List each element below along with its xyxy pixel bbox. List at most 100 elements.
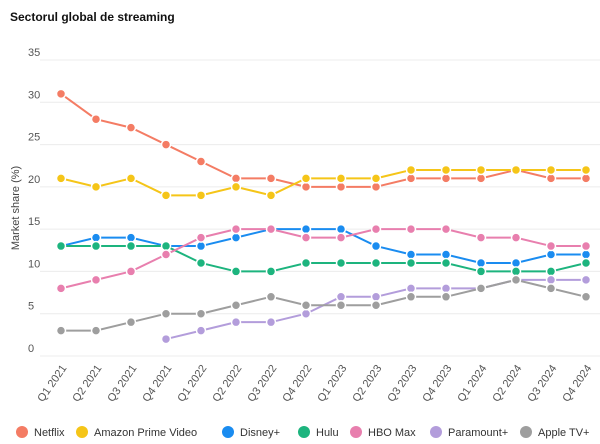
legend-label: HBO Max [368,427,416,439]
data-point [440,173,452,184]
data-point [265,173,277,184]
data-point [55,283,67,294]
data-point [195,232,207,243]
data-point [475,266,487,277]
legend-label: Paramount+ [448,427,508,439]
series-line [61,245,587,273]
data-point [55,325,67,336]
data-point [125,266,137,277]
series-apple-tv- [55,274,592,336]
data-point [440,223,452,235]
chart-title: Sectorul global de streaming [10,10,175,24]
legend-item: HBO Max [350,426,416,439]
legend-item: Netflix [16,426,65,439]
y-tick-label: 15 [28,216,40,228]
data-point [195,257,207,269]
series-line [60,168,586,197]
data-point [545,249,557,260]
data-point [440,283,452,294]
data-point [90,113,102,125]
data-point [90,240,102,252]
legend-label: Amazon Prime Video [94,427,197,439]
data-point [125,122,137,133]
legend-item: Amazon Prime Video [76,426,197,439]
data-point [55,173,67,184]
y-tick-label: 35 [28,47,40,59]
x-tick-label: Q1 2023 [315,363,349,404]
legend-item: Paramount+ [430,426,508,439]
legend-label: Netflix [34,427,65,439]
data-point [300,300,312,311]
data-point [125,232,137,243]
data-point [580,173,592,184]
y-tick-label: 25 [28,132,40,144]
x-tick-label: Q2 2022 [210,363,244,404]
data-point [475,164,487,176]
data-point [545,240,557,252]
data-point [475,232,487,243]
data-point [370,173,382,184]
data-point [230,223,242,235]
x-tick-label: Q1 2024 [455,363,489,404]
data-point [300,223,312,235]
y-axis-label: Market share (%) [10,166,22,250]
data-point [230,300,242,311]
data-point [510,266,522,277]
x-tick-label: Q4 2022 [280,363,314,404]
data-point [370,240,382,252]
data-point [475,283,487,294]
x-tick-label: Q3 2022 [245,363,279,404]
data-point [440,249,452,260]
legend-marker [222,426,234,438]
data-point [90,274,102,286]
data-point [335,300,347,311]
legend-label: Hulu [316,427,339,439]
data-point [160,240,172,252]
data-point [265,190,277,201]
data-point [370,300,382,311]
data-point [580,274,592,286]
data-point [230,173,242,184]
data-point [545,173,557,184]
data-point [195,240,207,252]
data-point [160,249,172,260]
series-hulu [55,240,592,277]
legend-marker [298,426,310,438]
data-point [510,274,522,286]
x-tick-label: Q2 2023 [350,363,384,404]
data-point [90,181,102,193]
legend-marker [350,426,362,438]
x-tick-label: Q3 2023 [385,363,419,404]
data-point [475,173,487,184]
data-point [370,223,382,235]
data-point [440,257,452,269]
data-point [125,240,137,252]
data-point [230,232,242,243]
x-tick-label: Q4 2023 [420,363,454,404]
data-point [370,181,382,193]
data-point [300,308,312,319]
y-tick-label: 30 [28,89,40,101]
data-point [405,249,417,260]
data-point [370,257,382,269]
data-point [230,181,242,193]
data-point [475,257,487,269]
series-amazon-prime-video [55,164,592,201]
data-point [440,291,452,303]
series-hbo-max [55,223,592,294]
data-point [335,257,347,269]
data-point [265,223,277,235]
legend-item: Hulu [298,426,339,439]
y-tick-label: 0 [28,343,34,355]
data-point [125,316,137,328]
x-tick-label: Q3 2024 [525,363,559,404]
data-point [510,232,522,243]
series-line [61,278,587,332]
data-point [160,308,172,319]
data-point [300,173,312,184]
data-point [580,249,592,260]
data-point [265,291,277,303]
data-point [300,181,312,193]
data-point [405,223,417,235]
data-point [265,266,277,277]
